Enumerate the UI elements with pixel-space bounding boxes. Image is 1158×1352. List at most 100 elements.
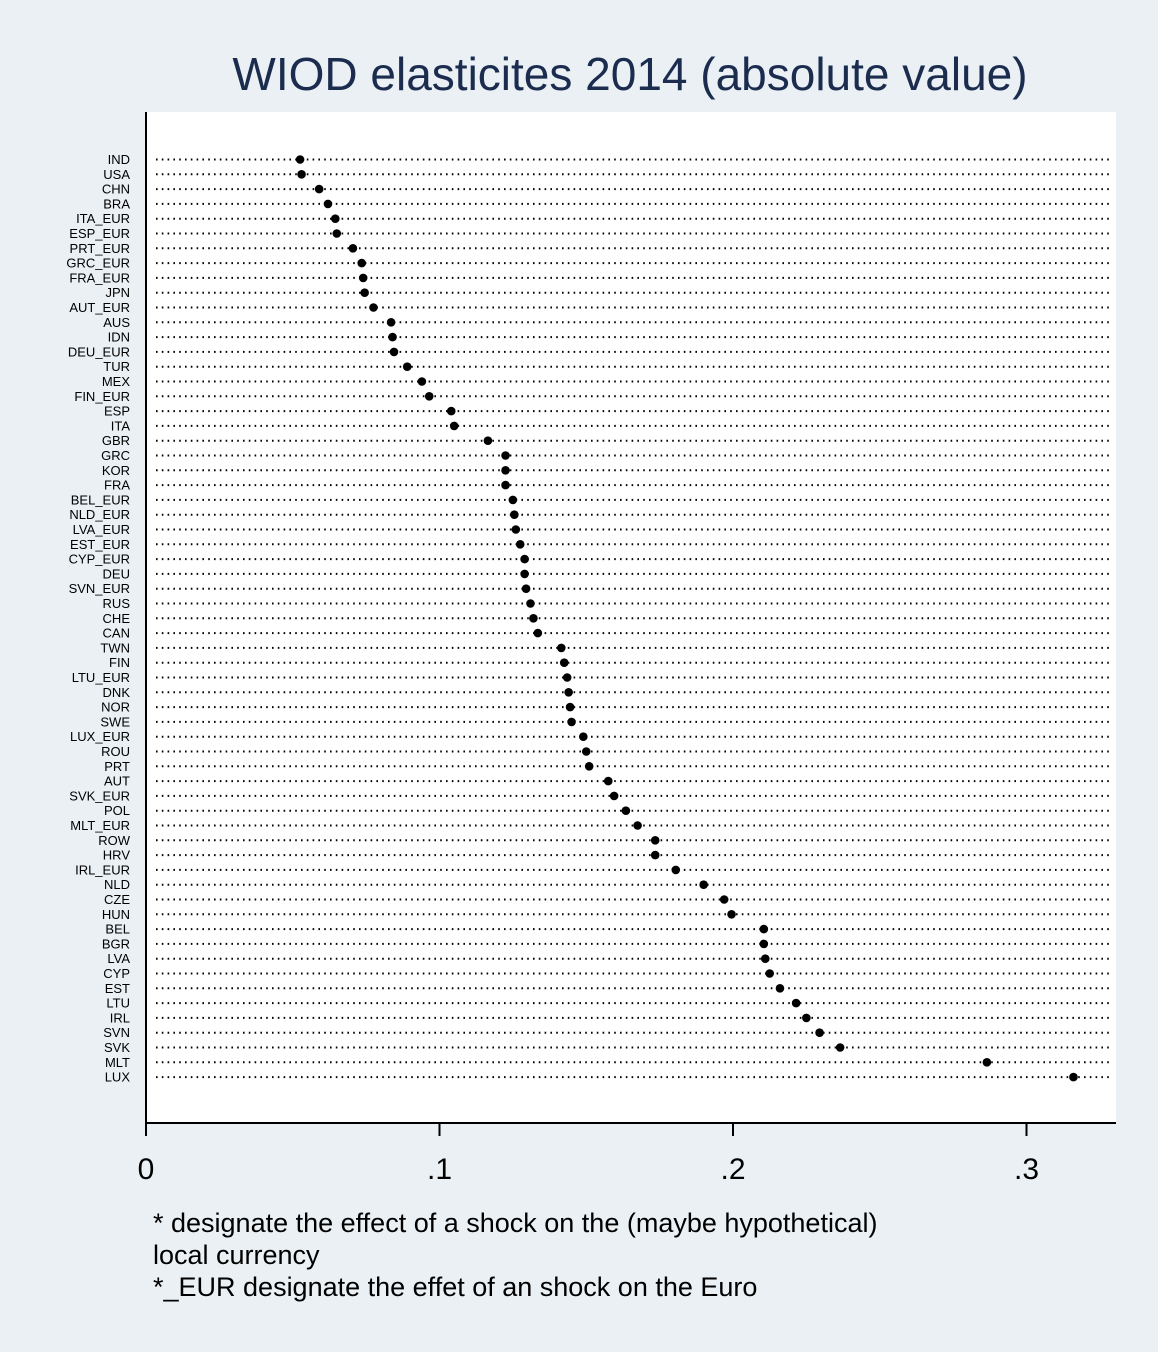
category-label: CAN <box>103 626 130 641</box>
category-label: USA <box>103 167 130 182</box>
category-label: DEU <box>103 566 130 581</box>
data-point <box>388 332 397 342</box>
category-label: RUS <box>103 596 131 611</box>
category-label: SWE <box>100 714 130 729</box>
data-point <box>323 199 333 209</box>
data-point <box>508 495 518 505</box>
data-point <box>357 258 367 268</box>
category-label: LTU_EUR <box>72 670 130 685</box>
category-label: ITA <box>111 418 131 433</box>
category-label: AUS <box>103 315 130 330</box>
data-point <box>759 939 769 949</box>
data-point <box>446 406 456 416</box>
data-point <box>775 984 785 993</box>
category-label: JPN <box>105 285 130 300</box>
category-label: ESP <box>104 404 130 419</box>
data-point <box>529 614 538 623</box>
category-label: ROW <box>98 833 131 848</box>
category-label: SVK <box>104 1040 130 1055</box>
data-point <box>511 525 521 534</box>
data-point <box>759 924 769 934</box>
category-label: MLT <box>105 1055 130 1070</box>
footnote-line-2: local currency <box>153 1240 320 1270</box>
category-label: IDN <box>108 330 130 345</box>
category-label: PRT_EUR <box>70 241 130 256</box>
data-point <box>348 244 358 253</box>
data-point <box>584 762 594 771</box>
category-label: ESP_EUR <box>69 226 130 241</box>
data-point <box>501 480 510 490</box>
category-label: GBR <box>102 433 130 448</box>
category-label: FIN <box>109 655 130 670</box>
category-label: CHE <box>103 611 131 626</box>
data-point <box>369 303 378 312</box>
data-point <box>331 214 340 223</box>
category-label: EST <box>105 981 130 996</box>
x-tick-label: .2 <box>720 1153 745 1186</box>
x-tick-label: .3 <box>1014 1153 1039 1186</box>
data-point <box>564 688 573 697</box>
footnote-line-3: *_EUR designate the effet of an shock on… <box>153 1272 757 1302</box>
category-label: TUR <box>103 359 130 374</box>
data-point <box>386 318 396 327</box>
data-point <box>424 392 434 401</box>
category-label: DEU_EUR <box>68 344 130 359</box>
data-point <box>699 880 708 889</box>
data-point <box>567 717 576 727</box>
category-label: IND <box>108 152 130 167</box>
category-label: AUT <box>104 774 130 789</box>
category-label: LUX <box>105 1070 131 1085</box>
data-point <box>449 421 459 431</box>
category-label: KOR <box>102 463 130 478</box>
data-point <box>609 791 619 801</box>
category-label: TWN <box>100 640 130 655</box>
data-point <box>520 569 529 579</box>
category-label: BEL_EUR <box>71 492 130 507</box>
data-point <box>501 466 510 475</box>
plot-area <box>146 112 1116 1123</box>
data-point <box>389 347 399 357</box>
data-point <box>671 865 681 875</box>
data-point <box>621 806 631 815</box>
data-point <box>501 451 510 460</box>
data-point <box>815 1028 824 1037</box>
category-label: LVA_EUR <box>73 522 130 537</box>
data-point <box>314 184 324 194</box>
category-label: NOR <box>101 700 130 715</box>
data-point <box>982 1058 992 1067</box>
data-point <box>1069 1072 1078 1082</box>
category-label: ITA_EUR <box>76 211 130 226</box>
data-point <box>520 554 529 564</box>
category-label: BRA <box>103 196 130 211</box>
category-label: IRL <box>110 1010 130 1025</box>
category-label: NLD <box>104 877 130 892</box>
data-point <box>650 836 660 845</box>
category-label: BGR <box>102 936 130 951</box>
category-label: MLT_EUR <box>70 818 130 833</box>
category-label: LVA <box>107 951 130 966</box>
category-label: MEX <box>102 374 131 389</box>
data-point <box>533 628 543 638</box>
category-label: PRT <box>104 759 130 774</box>
category-label: ROU <box>101 744 130 759</box>
category-label: SVN_EUR <box>69 581 130 596</box>
category-label: CYP <box>103 966 130 981</box>
data-point <box>332 229 342 238</box>
data-point <box>760 954 770 963</box>
data-point <box>510 510 519 519</box>
category-label: FRA_EUR <box>69 270 130 285</box>
data-point <box>521 584 531 593</box>
data-point <box>515 540 525 549</box>
data-point <box>835 1043 845 1052</box>
data-point <box>579 732 588 741</box>
data-point <box>719 895 729 904</box>
category-label: DNK <box>103 685 131 700</box>
data-point <box>650 850 660 860</box>
data-point <box>765 969 774 978</box>
data-point <box>633 821 642 830</box>
data-point <box>417 377 427 386</box>
data-point <box>526 599 535 608</box>
data-point <box>603 776 613 786</box>
footnote-line-1: * designate the effect of a shock on the… <box>153 1208 877 1238</box>
